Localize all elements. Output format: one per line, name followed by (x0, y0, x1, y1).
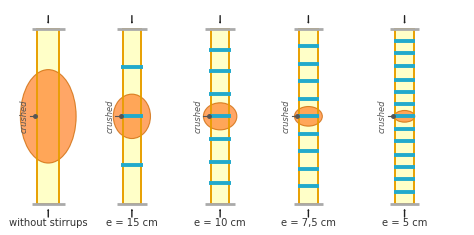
Bar (123, 29, 141, 204)
Text: e = 5 cm: e = 5 cm (382, 219, 427, 228)
Ellipse shape (203, 103, 237, 130)
Ellipse shape (394, 110, 415, 122)
Bar (37, 29, 59, 204)
Bar (395, 29, 414, 204)
Text: e = 7,5 cm: e = 7,5 cm (281, 219, 336, 228)
Text: e = 10 cm: e = 10 cm (194, 219, 246, 228)
Text: without stirrups: without stirrups (9, 219, 88, 228)
Ellipse shape (294, 106, 322, 126)
Text: crushed: crushed (282, 100, 291, 133)
Bar (299, 29, 318, 204)
Text: crushed: crushed (378, 100, 387, 133)
Text: crushed: crushed (193, 100, 202, 133)
Text: e = 15 cm: e = 15 cm (106, 219, 158, 228)
Text: crushed: crushed (20, 100, 29, 133)
Bar (37, 29, 59, 204)
Bar (299, 29, 318, 204)
Text: crushed: crushed (105, 100, 114, 133)
Bar (123, 29, 141, 204)
Bar (211, 29, 229, 204)
Bar (211, 29, 229, 204)
Ellipse shape (20, 70, 76, 163)
Bar (395, 29, 414, 204)
Ellipse shape (113, 94, 150, 138)
